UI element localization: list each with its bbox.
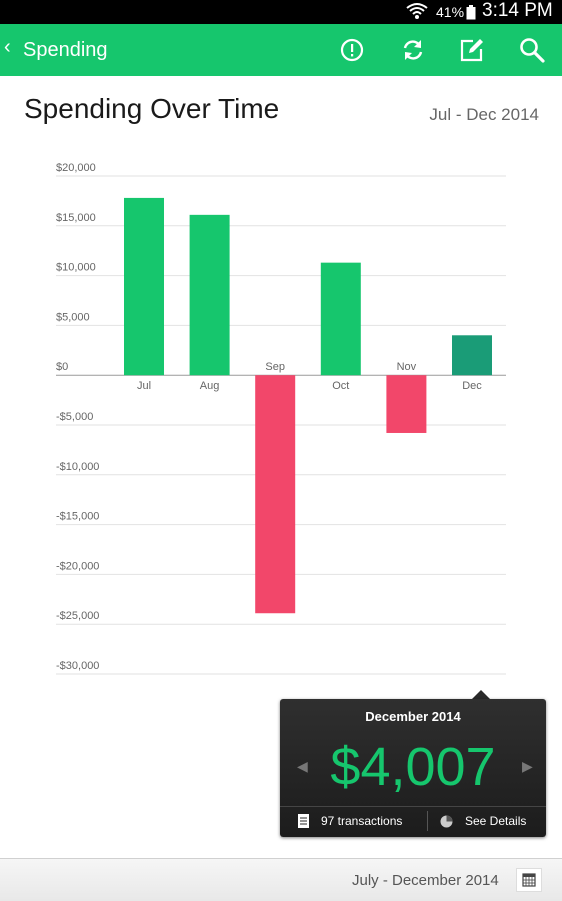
x-tick-label: Aug	[200, 380, 220, 392]
alert-icon[interactable]	[339, 37, 365, 63]
y-tick-label: -$10,000	[56, 461, 99, 473]
refresh-icon[interactable]	[400, 37, 426, 63]
month-tooltip: December 2014 ◀ $4,007 ▶ 97 transactions…	[280, 699, 546, 837]
edit-icon[interactable]	[459, 37, 485, 63]
bar-aug[interactable]	[189, 214, 230, 376]
y-tick-label: -$25,000	[56, 610, 99, 622]
tooltip-amount: $4,007	[330, 737, 496, 797]
calendar-icon	[522, 873, 536, 887]
x-tick-label: Oct	[332, 380, 349, 392]
battery-icon	[466, 5, 476, 20]
bottom-bar: July - December 2014	[0, 858, 562, 901]
tooltip-divider	[280, 806, 546, 807]
transactions-link[interactable]: 97 transactions	[298, 814, 402, 828]
y-tick-label: -$15,000	[56, 511, 99, 523]
x-tick-label: Nov	[397, 361, 417, 373]
y-tick-label: -$5,000	[56, 411, 93, 423]
app-title[interactable]: Spending	[23, 39, 108, 61]
search-icon[interactable]	[519, 37, 545, 63]
y-tick-label: -$20,000	[56, 560, 99, 572]
x-tick-label: Sep	[265, 361, 285, 373]
footer-date-range[interactable]: July - December 2014	[352, 872, 499, 889]
app-bar: ‹ Spending	[0, 24, 562, 76]
calendar-button[interactable]	[516, 868, 542, 892]
y-tick-label: $0	[56, 361, 68, 373]
battery-percent: 41%	[436, 4, 465, 20]
bar-oct[interactable]	[320, 262, 361, 376]
spending-chart: $20,000 $15,000 $10,000 $5,000 $0 -$5,000 -$10…	[56, 162, 506, 675]
bar-sep[interactable]	[255, 375, 296, 614]
x-tick-label: Jul	[137, 380, 151, 392]
y-tick-label: $15,000	[56, 212, 96, 224]
x-tick-label: Dec	[462, 380, 482, 392]
wifi-icon	[406, 3, 428, 19]
tooltip-pointer	[472, 690, 490, 699]
clock: 3:14 PM	[482, 0, 553, 21]
tooltip-month: December 2014	[365, 709, 461, 724]
prev-month-arrow-icon[interactable]: ◀	[297, 758, 308, 774]
next-month-arrow-icon[interactable]: ▶	[522, 758, 533, 774]
see-details-label: See Details	[465, 814, 527, 828]
pie-chart-icon	[440, 815, 453, 827]
page-title: Spending Over Time	[24, 93, 280, 124]
y-tick-label: $5,000	[56, 311, 90, 323]
bar-jul[interactable]	[124, 197, 164, 376]
transactions-count: 97 transactions	[321, 814, 403, 828]
y-tick-label: $10,000	[56, 262, 96, 274]
y-tick-label: $20,000	[56, 162, 96, 174]
back-chevron-icon[interactable]: ‹	[4, 36, 11, 58]
document-icon	[298, 814, 309, 828]
y-tick-label: -$30,000	[56, 660, 99, 672]
see-details-link[interactable]: See Details	[440, 814, 526, 828]
bar-nov[interactable]	[386, 375, 427, 433]
bar-dec[interactable]	[452, 335, 492, 376]
date-range: Jul - Dec 2014	[429, 105, 539, 124]
tooltip-vertical-divider	[427, 811, 428, 831]
status-bar: 41% 3:14 PM	[0, 0, 562, 24]
